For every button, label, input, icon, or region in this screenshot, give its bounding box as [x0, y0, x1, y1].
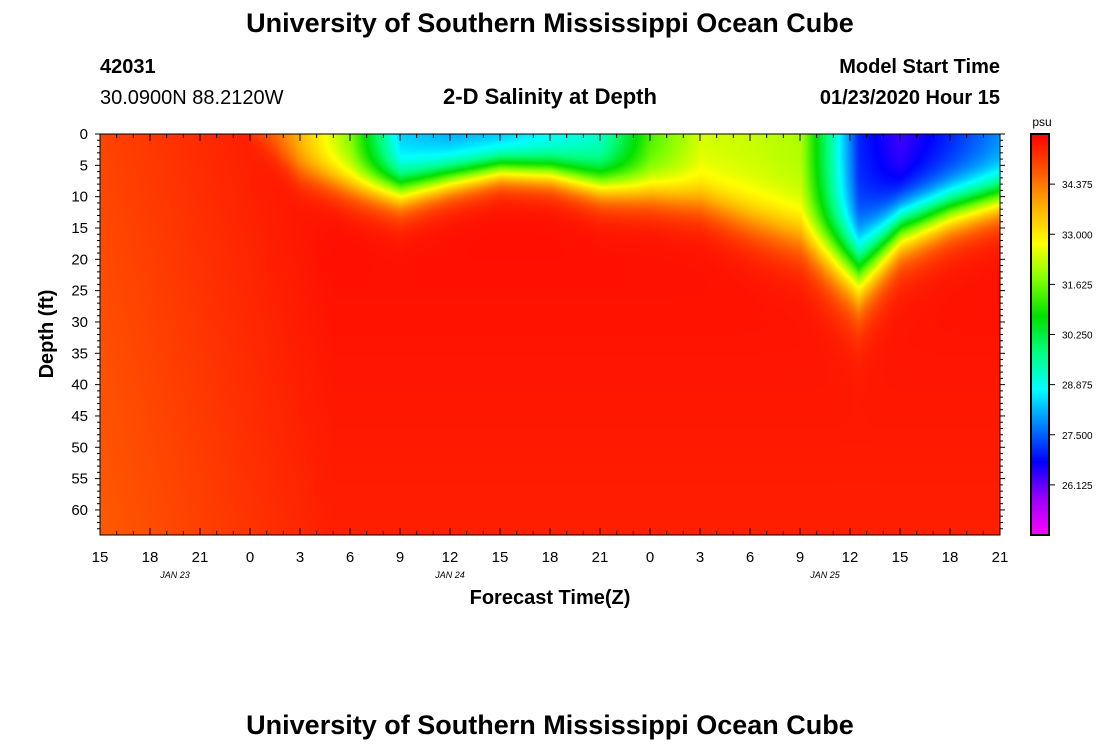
y-tick-label: 5: [80, 157, 88, 174]
x-tick-label: 6: [346, 549, 354, 566]
y-tick-label: 40: [71, 377, 88, 394]
x-tick-label: 21: [992, 549, 1009, 566]
x-axis-label: Forecast Time(Z): [470, 587, 631, 609]
colorbar-tick-label: 33.000: [1062, 230, 1093, 241]
x-tick-label: 15: [892, 549, 909, 566]
x-tick-label: 18: [542, 549, 559, 566]
heatmap-area: [100, 134, 1000, 535]
x-tick-label: 9: [396, 549, 404, 566]
salinity-heatmap: [100, 134, 1000, 535]
y-tick-label: 10: [71, 189, 88, 206]
colorbar-tick-label: 27.500: [1062, 431, 1093, 442]
x-tick-label: 15: [92, 549, 109, 566]
x-tick-label: 0: [646, 549, 654, 566]
x-tick-label: 9: [796, 549, 804, 566]
footer-title: University of Southern Mississippi Ocean…: [246, 710, 854, 740]
y-axis: 0 5 10 15 20 25 30 35 40 45 50 55 60: [71, 126, 1005, 530]
x-tick-label: 12: [442, 549, 459, 566]
y-tick-label: 55: [71, 471, 88, 488]
y-tick-label: 50: [71, 439, 88, 456]
station-location: 30.0900N 88.2120W: [100, 87, 284, 109]
x-tick-label: 6: [746, 549, 754, 566]
x-tick-label: 21: [592, 549, 609, 566]
x-tick-label: 18: [942, 549, 959, 566]
colorbar: [1030, 133, 1050, 536]
y-tick-label: 60: [71, 502, 88, 519]
y-tick-label: 25: [71, 283, 88, 300]
colorbar-tick-label: 26.125: [1062, 481, 1093, 492]
x-tick-label: 3: [696, 549, 704, 566]
date-label: JAN 24: [434, 570, 465, 580]
y-axis-label: Depth (ft): [36, 290, 58, 379]
y-tick-label: 20: [71, 251, 88, 268]
y-tick-label: 30: [71, 314, 88, 331]
chart-title: 2-D Salinity at Depth: [443, 84, 657, 109]
date-label: JAN 23: [159, 570, 190, 580]
x-tick-label: 0: [246, 549, 254, 566]
y-tick-label: 15: [71, 220, 88, 237]
page-title: University of Southern Mississippi Ocean…: [246, 8, 854, 38]
y-tick-label: 45: [71, 408, 88, 425]
model-start-label: Model Start Time: [839, 56, 1000, 78]
colorbar-unit: psu: [1032, 115, 1051, 129]
colorbar-tick-label: 30.250: [1062, 331, 1093, 342]
y-tick-label: 35: [71, 345, 88, 362]
colorbar-tick-label: 28.875: [1062, 381, 1093, 392]
colorbar-tick-label: 34.375: [1062, 180, 1093, 191]
x-tick-label: 3: [296, 549, 304, 566]
x-tick-label: 18: [142, 549, 159, 566]
x-tick-label: 21: [192, 549, 209, 566]
x-tick-label: 12: [842, 549, 859, 566]
model-start-time: 01/23/2020 Hour 15: [819, 87, 1000, 109]
y-tick-label: 0: [80, 126, 88, 143]
colorbar-tick-label: 31.625: [1062, 280, 1093, 291]
date-label: JAN 25: [809, 570, 841, 580]
station-id: 42031: [100, 56, 156, 78]
colorbar-ticks: 34.375 33.000 31.625 30.250 28.875 27.500 26.1…: [1049, 180, 1093, 492]
x-tick-label: 15: [492, 549, 509, 566]
